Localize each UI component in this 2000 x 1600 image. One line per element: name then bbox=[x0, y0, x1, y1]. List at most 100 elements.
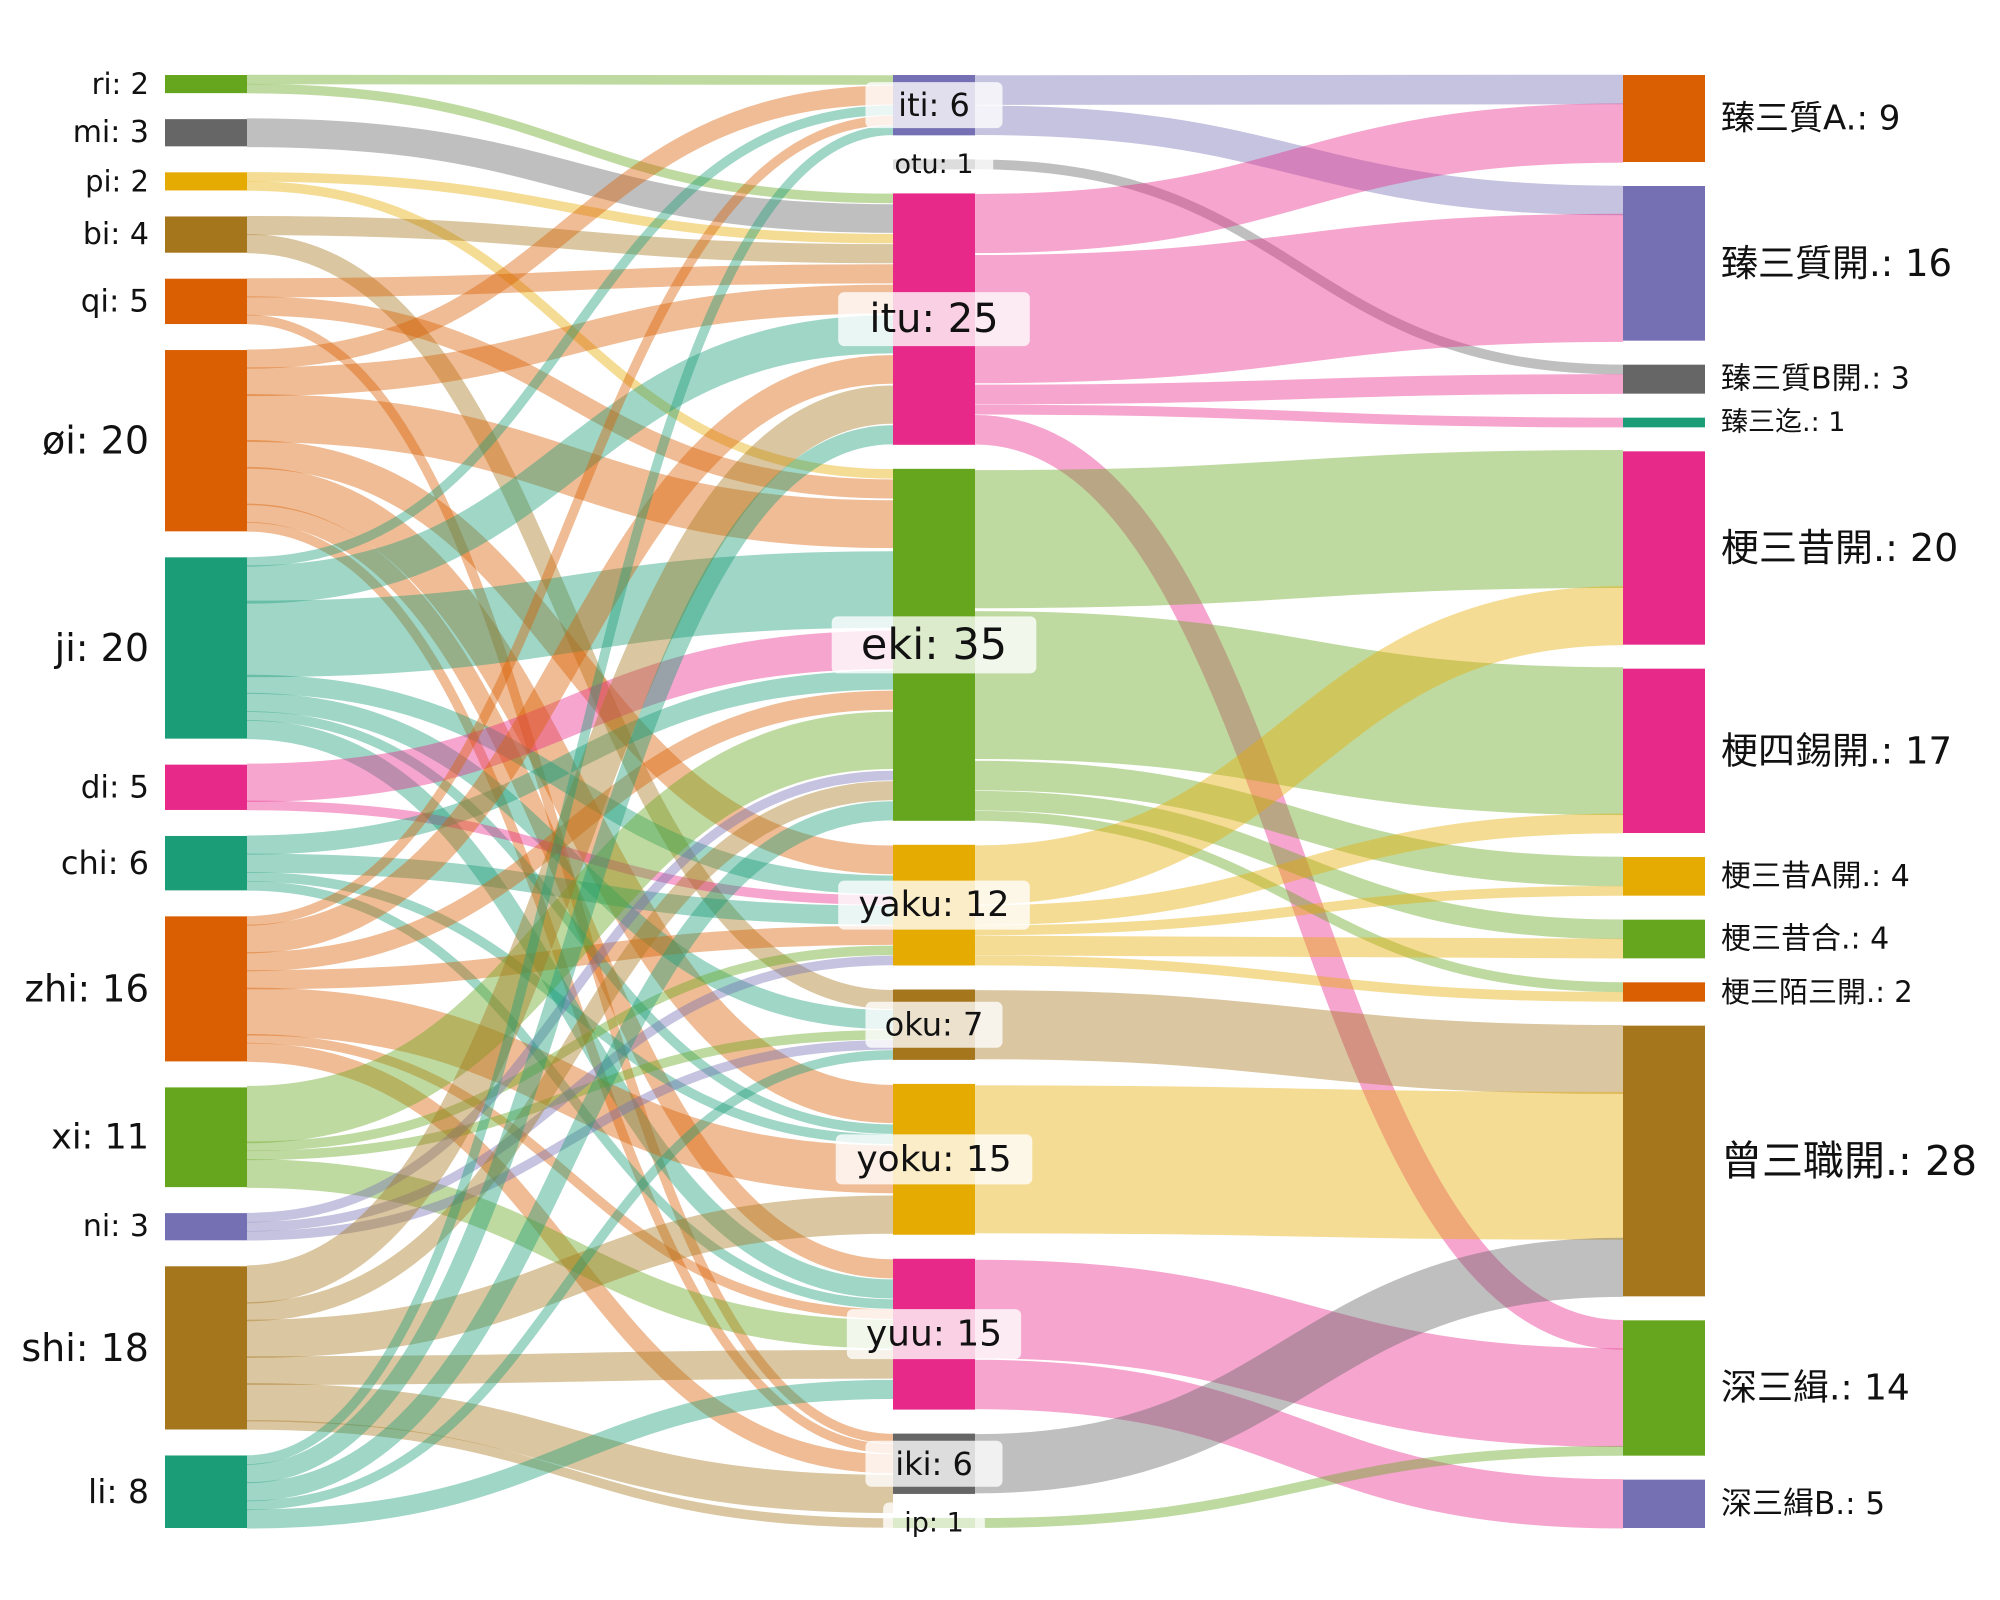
sankey-link-yoku-cZ bbox=[974, 1085, 1624, 1240]
sankey-node-zK bbox=[1623, 186, 1705, 341]
sankey-node-chi bbox=[165, 835, 247, 891]
labels-layer: ri: 2 mi: 3 pi: 2 bi: 4 qi: 5 øi: 20 ji: 20 di:… bbox=[21, 67, 1977, 1544]
node-label-bg-eki bbox=[831, 616, 1037, 674]
node-label-bi: bi: 4 bbox=[83, 217, 149, 252]
sankey-link-zhi-iti bbox=[246, 115, 894, 926]
node-label-eki: eki: 35 bbox=[861, 620, 1007, 670]
sankey-link-eki-gXA bbox=[974, 760, 1624, 887]
sankey-node-qi bbox=[165, 278, 247, 325]
node-label-zB: 臻三質B開.: 3 bbox=[1721, 362, 1910, 397]
node-label-zK: 臻三質開.: 16 bbox=[1721, 242, 1952, 285]
node-label-bg-oku bbox=[865, 1001, 1003, 1048]
node-label-ji: ji: 20 bbox=[54, 626, 149, 670]
node-label-li: li: 8 bbox=[88, 1472, 149, 1511]
node-label-gXA: 梗三昔A開.: 4 bbox=[1721, 859, 1910, 894]
sankey-link-itu-sJ bbox=[974, 414, 1624, 1350]
sankey-link-otu-zB bbox=[974, 159, 1624, 375]
sankey-link-ji-yaku bbox=[246, 674, 894, 895]
node-label-bg-yoku bbox=[835, 1134, 1033, 1185]
sankey-link-mi-itu bbox=[246, 118, 894, 233]
node-label-chi: chi: 6 bbox=[61, 844, 149, 882]
sankey-node-di bbox=[165, 764, 247, 810]
sankey-node-shi bbox=[165, 1266, 247, 1430]
sankey-link-oku-cZ bbox=[974, 990, 1624, 1095]
sankey-link-chi-yoku bbox=[246, 871, 894, 1144]
sankey-node-sJB bbox=[1623, 1479, 1705, 1528]
sankey-link-qi-eki bbox=[246, 296, 894, 499]
sankey-link-zhi-iki bbox=[246, 1042, 894, 1474]
sankey-node-li bbox=[165, 1455, 247, 1528]
node-label-sJB: 深三緝B.: 5 bbox=[1721, 1486, 1885, 1522]
sankey-link-itu-zK bbox=[974, 213, 1624, 384]
sankey-link-eki-gXH bbox=[974, 790, 1624, 940]
sankey-link-yuu-sJB bbox=[974, 1359, 1624, 1529]
sankey-link-ji-yuu bbox=[246, 720, 894, 1299]
node-label-iti: iti: 6 bbox=[898, 86, 970, 124]
sankey-link-eki-gX bbox=[974, 449, 1624, 609]
sankey-node-gM bbox=[1623, 982, 1705, 1002]
sankey-link-ji-yoku bbox=[246, 711, 894, 1134]
sankey-node-ni bbox=[165, 1213, 247, 1241]
sankey-node-cZ bbox=[1623, 1025, 1705, 1297]
sankey-link-shi-eki bbox=[246, 781, 894, 1322]
node-label-gS: 梗四錫開.: 17 bbox=[1721, 729, 1952, 772]
sankey-link-yaku-gM bbox=[974, 955, 1624, 1002]
node-label-otu: otu: 1 bbox=[894, 149, 973, 180]
sankey-link-itu-zB bbox=[974, 374, 1624, 405]
sankey-link-shi-ip bbox=[246, 1420, 894, 1528]
sankey-node-xi bbox=[165, 1087, 247, 1188]
node-label-bg-itu bbox=[838, 292, 1030, 347]
node-label-di: di: 5 bbox=[81, 769, 149, 805]
sankey-link-shi-iki bbox=[246, 1383, 894, 1514]
sankey-link-bi-itu bbox=[246, 215, 894, 264]
node-label-xi: xi: 11 bbox=[51, 1117, 149, 1157]
sankey-link-di-eki bbox=[246, 630, 894, 802]
sankey-node-ri bbox=[165, 75, 247, 94]
sankey-link-ji-itu bbox=[246, 315, 894, 604]
sankey-link-xi-eki bbox=[246, 711, 894, 1144]
node-label-zQ: 臻三迄.: 1 bbox=[1721, 407, 1845, 438]
sankey-node-sJ bbox=[1623, 1320, 1705, 1456]
sankey-node-gXA bbox=[1623, 857, 1705, 896]
sankey-link-shi-yoku bbox=[246, 1195, 894, 1358]
sankey-link-li-yuu bbox=[246, 1379, 894, 1529]
sankey-link-li-oku bbox=[246, 1050, 894, 1511]
sankey-link-chi-yaku bbox=[246, 853, 894, 925]
sankey-link-di-yaku bbox=[246, 800, 894, 905]
sankey-link-zhi-yuu bbox=[246, 1033, 894, 1319]
node-label-yuu: yuu: 15 bbox=[866, 1314, 1002, 1355]
sankey-link-oi-eki bbox=[246, 394, 894, 549]
sankey-link-oi-yuu bbox=[246, 503, 894, 1279]
sankey-link-itu-zQ bbox=[974, 404, 1624, 428]
sankey-node-mi bbox=[165, 119, 247, 147]
sankey-node-pi bbox=[165, 172, 247, 191]
sankey-link-zhi-eki bbox=[246, 690, 894, 972]
sankey-link-oi-yaku bbox=[246, 439, 894, 875]
node-label-bg-iki bbox=[865, 1440, 1003, 1487]
node-label-oi: øi: 20 bbox=[42, 419, 149, 463]
sankey-link-iti-zA bbox=[974, 74, 1624, 105]
sankey-node-oi bbox=[165, 350, 247, 532]
sankey-link-li-itu bbox=[246, 425, 894, 1484]
sankey-link-xi-yuu bbox=[246, 1159, 894, 1349]
sankey-link-oi-yoku bbox=[246, 466, 894, 1124]
sankey-link-ni-yaku bbox=[246, 955, 894, 1232]
sankey-node-ji bbox=[165, 557, 247, 739]
sankey-link-eki-gM bbox=[974, 810, 1624, 993]
node-label-itu: itu: 25 bbox=[869, 296, 998, 342]
sankey-link-xi-oku bbox=[246, 1029, 894, 1161]
node-label-zA: 臻三質A.: 9 bbox=[1721, 99, 1900, 139]
sankey-link-oi-iti bbox=[246, 85, 894, 369]
node-label-cZ: 曾三職開.: 28 bbox=[1721, 1137, 1977, 1185]
sankey-link-chi-eki bbox=[246, 670, 894, 855]
node-label-yoku: yoku: 15 bbox=[856, 1139, 1011, 1180]
sankey-link-pi-itu bbox=[246, 172, 894, 244]
node-label-gX: 梗三昔開.: 20 bbox=[1721, 526, 1958, 570]
sankey-link-zhi-yoku bbox=[246, 987, 894, 1194]
sankey-link-pi-eki bbox=[246, 181, 894, 479]
node-label-bg-yuu bbox=[846, 1309, 1022, 1360]
node-label-yaku: yaku: 12 bbox=[859, 885, 1010, 925]
sankey-link-yuu-sJ bbox=[974, 1259, 1624, 1447]
sankey-link-ip-sJ bbox=[974, 1445, 1624, 1528]
node-label-bg-otu bbox=[874, 143, 994, 185]
